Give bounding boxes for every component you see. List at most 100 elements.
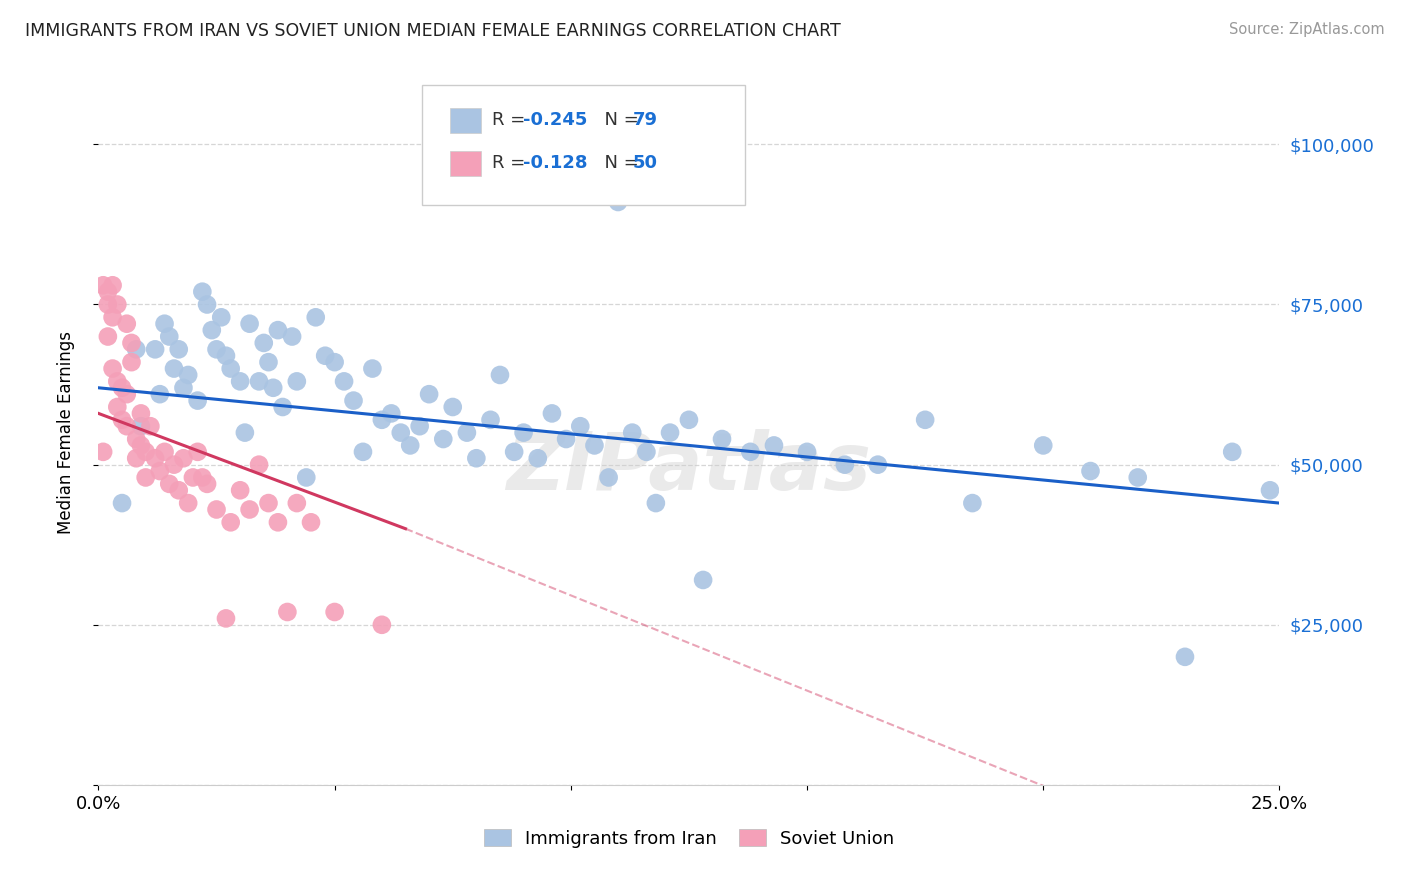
Point	[314, 349, 336, 363]
Point	[115, 317, 138, 331]
Point	[281, 329, 304, 343]
Point	[659, 425, 682, 440]
Point	[555, 432, 578, 446]
Point	[163, 458, 186, 472]
Point	[371, 413, 394, 427]
Text: N =: N =	[593, 112, 645, 129]
Point	[205, 343, 228, 357]
Point	[153, 445, 176, 459]
Point	[526, 451, 548, 466]
Point	[711, 432, 734, 446]
Point	[271, 400, 294, 414]
Point	[1126, 470, 1149, 484]
Point	[195, 476, 218, 491]
Point	[569, 419, 592, 434]
Point	[129, 438, 152, 452]
Point	[139, 419, 162, 434]
Text: R =: R =	[492, 112, 531, 129]
Point	[762, 438, 785, 452]
Point	[105, 400, 128, 414]
Point	[101, 278, 124, 293]
Y-axis label: Median Female Earnings: Median Female Earnings	[56, 331, 75, 534]
Point	[598, 470, 620, 484]
Point	[305, 310, 328, 325]
Text: Source: ZipAtlas.com: Source: ZipAtlas.com	[1229, 22, 1385, 37]
Point	[432, 432, 454, 446]
Text: R =: R =	[492, 154, 531, 172]
Point	[389, 425, 412, 440]
Point	[129, 419, 152, 434]
Point	[621, 425, 644, 440]
Point	[512, 425, 534, 440]
Point	[323, 605, 346, 619]
Point	[636, 445, 658, 459]
Point	[276, 605, 298, 619]
Point	[441, 400, 464, 414]
Point	[1080, 464, 1102, 478]
Point	[215, 611, 238, 625]
Point	[371, 617, 394, 632]
Point	[247, 375, 270, 389]
Point	[149, 464, 172, 478]
Point	[135, 470, 157, 484]
Point	[172, 381, 194, 395]
Point	[177, 368, 200, 382]
Point	[323, 355, 346, 369]
Point	[195, 297, 218, 311]
Point	[115, 419, 138, 434]
Point	[678, 413, 700, 427]
Point	[796, 445, 818, 459]
Point	[914, 413, 936, 427]
Point	[97, 297, 120, 311]
Point	[285, 496, 308, 510]
Point	[157, 476, 180, 491]
Point	[219, 361, 242, 376]
Point	[257, 496, 280, 510]
Point	[209, 310, 232, 325]
Point	[541, 406, 564, 420]
Point	[172, 451, 194, 466]
Point	[143, 451, 166, 466]
Point	[219, 516, 242, 530]
Point	[479, 413, 502, 427]
Point	[295, 470, 318, 484]
Point	[187, 393, 209, 408]
Point	[408, 419, 430, 434]
Point	[489, 368, 512, 382]
Point	[121, 355, 143, 369]
Legend: Immigrants from Iran, Soviet Union: Immigrants from Iran, Soviet Union	[475, 820, 903, 857]
Text: ZIPatlas: ZIPatlas	[506, 429, 872, 507]
Point	[333, 375, 356, 389]
Point	[257, 355, 280, 369]
Point	[91, 445, 114, 459]
Point	[229, 483, 252, 498]
Point	[177, 496, 200, 510]
Point	[267, 323, 290, 337]
Point	[157, 329, 180, 343]
Point	[125, 432, 148, 446]
Point	[503, 445, 526, 459]
Point	[187, 445, 209, 459]
Point	[299, 516, 322, 530]
Point	[191, 470, 214, 484]
Point	[239, 502, 262, 516]
Point	[285, 375, 308, 389]
Point	[111, 381, 134, 395]
Point	[205, 502, 228, 516]
Point	[418, 387, 440, 401]
Point	[740, 445, 762, 459]
Point	[262, 381, 284, 395]
Point	[105, 375, 128, 389]
Point	[125, 451, 148, 466]
Point	[583, 438, 606, 452]
Point	[215, 349, 238, 363]
Text: 50: 50	[633, 154, 658, 172]
Text: -0.245: -0.245	[523, 112, 588, 129]
Point	[1258, 483, 1281, 498]
Text: 79: 79	[633, 112, 658, 129]
Point	[163, 361, 186, 376]
Point	[149, 387, 172, 401]
Point	[121, 335, 143, 350]
Point	[1220, 445, 1243, 459]
Point	[247, 458, 270, 472]
